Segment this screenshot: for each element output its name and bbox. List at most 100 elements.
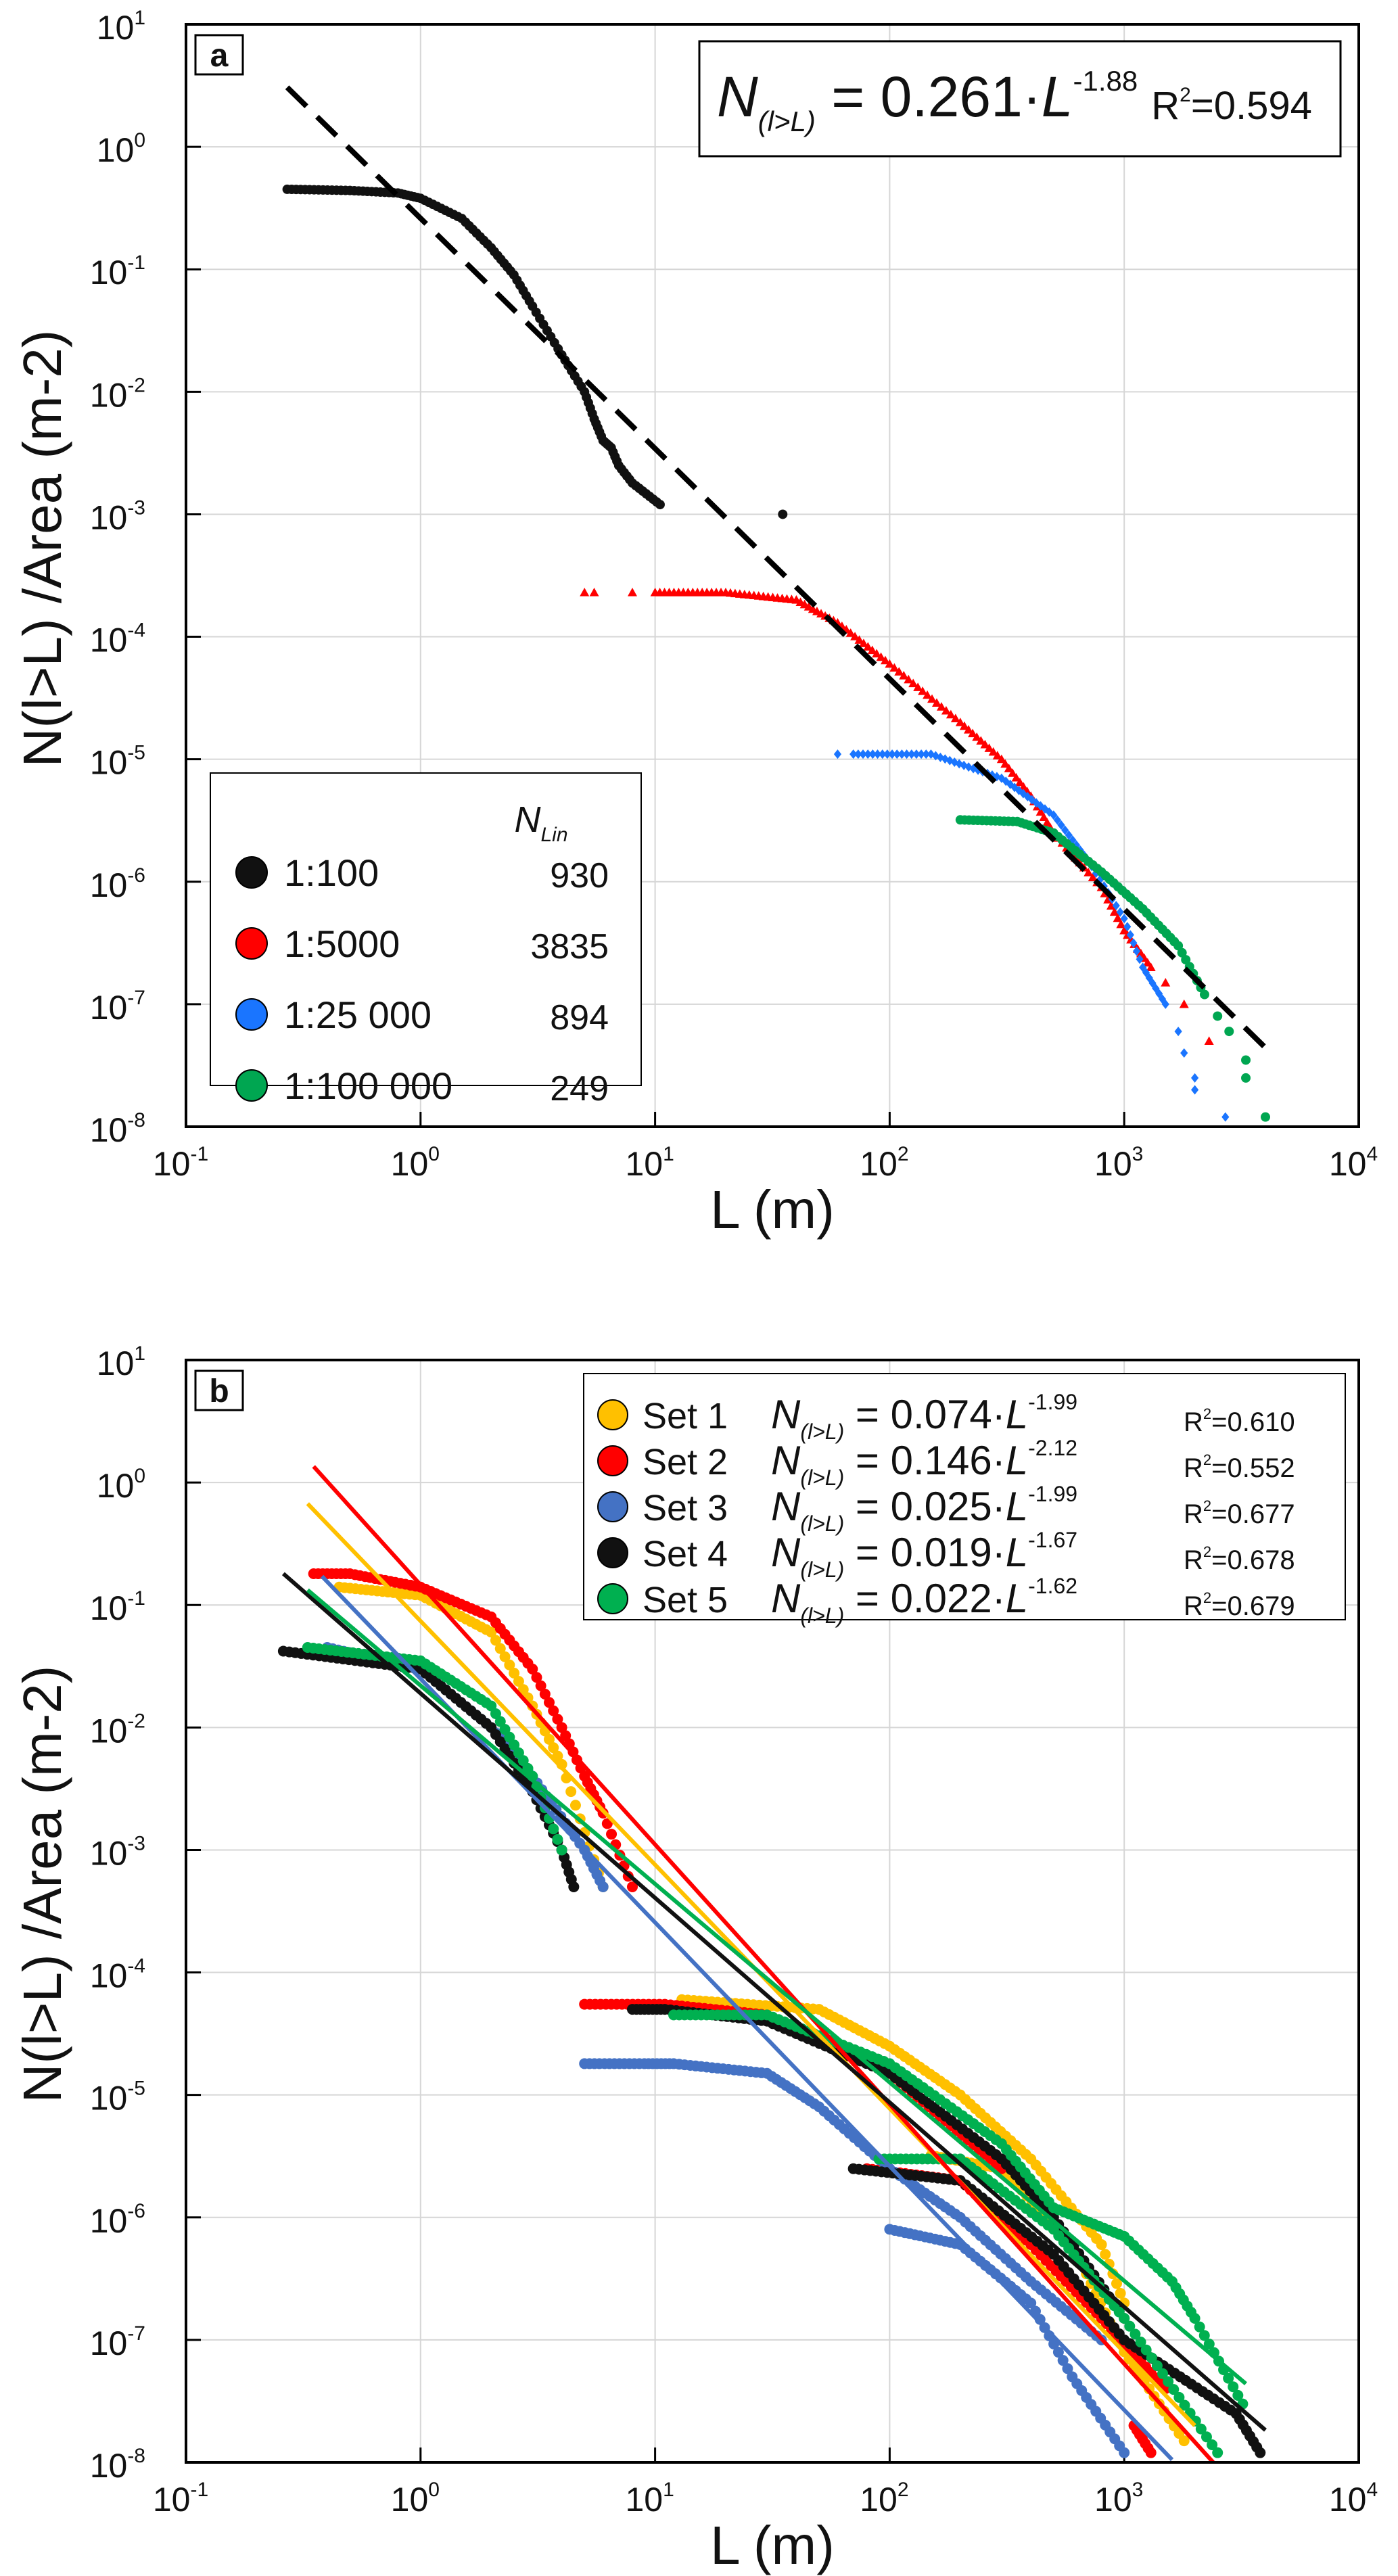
y-tick-label: 10-1 <box>90 1587 145 1627</box>
r2-value: =0.594 <box>1191 84 1312 128</box>
legend-equation: N(l>L) = 0.025·L-1.99 <box>771 1482 1077 1536</box>
y-tick-base: 10 <box>90 2324 128 2362</box>
y-tick-exp: -3 <box>127 496 145 519</box>
legend-label: 1:100 <box>284 851 379 894</box>
y-tick-base: 10 <box>97 1467 135 1505</box>
y-tick-label: 10-5 <box>90 742 145 782</box>
data-point <box>964 762 973 772</box>
r2-sup: 2 <box>1203 1543 1211 1560</box>
data-point <box>854 749 862 759</box>
data-point <box>879 749 887 759</box>
legend-label: 1:5000 <box>284 922 400 965</box>
data-point <box>1050 810 1058 820</box>
y-tick-exp: 0 <box>134 1465 145 1487</box>
eq-sub: (l>L) <box>800 1466 844 1490</box>
y-tick-exp: -2 <box>127 374 145 396</box>
data-point <box>1168 2384 1180 2395</box>
eq-exp: -1.99 <box>1028 1390 1077 1414</box>
data-point <box>1106 901 1116 910</box>
eq-l: L <box>1006 1392 1028 1437</box>
data-point <box>876 652 886 661</box>
data-point <box>504 1659 515 1670</box>
data-point <box>1111 2278 1122 2289</box>
data-point <box>1129 2328 1141 2340</box>
data-point <box>1180 1048 1188 1058</box>
data-point <box>984 743 994 752</box>
data-point <box>917 749 925 759</box>
eq-exp: -1.99 <box>1028 1482 1077 1506</box>
eq-mid: = 0.019· <box>844 1530 1006 1575</box>
y-tick-base: 10 <box>90 1957 128 1995</box>
data-point <box>1057 820 1065 830</box>
eq-l: L <box>1006 1484 1028 1529</box>
plot-frame <box>185 23 1360 1128</box>
data-point <box>606 1829 618 1840</box>
data-point <box>527 1663 538 1675</box>
data-point <box>955 718 965 726</box>
data-point <box>499 1651 511 1662</box>
data-point <box>1190 1085 1199 1095</box>
eq-n: N <box>771 1438 801 1483</box>
eq-exp: -1.62 <box>1028 1574 1077 1598</box>
data-point <box>1039 812 1049 821</box>
legend-equation: N(l>L) = 0.019·L-1.67 <box>771 1528 1077 1582</box>
data-point <box>858 638 868 647</box>
y-tick-base: 10 <box>90 498 128 536</box>
data-point <box>1023 791 1031 801</box>
data-point <box>1145 2447 1157 2458</box>
y-tick-label: 100 <box>97 129 145 169</box>
data-point <box>1123 922 1132 932</box>
eq-n: N <box>771 1392 801 1437</box>
legend-header-n: N <box>514 799 541 840</box>
data-point <box>504 1731 515 1743</box>
y-tick-label: 10-2 <box>90 1710 145 1750</box>
legend-label: Set 5 <box>643 1580 728 1620</box>
y-tick-label: 10-6 <box>90 864 145 904</box>
data-point <box>864 749 872 759</box>
legend-box <box>210 772 642 1086</box>
data-point <box>1019 782 1029 791</box>
data-point <box>513 1676 524 1687</box>
data-point <box>976 736 986 745</box>
series-1-100-000 <box>955 815 1270 1122</box>
y-tick-exp: -7 <box>127 987 145 1009</box>
data-point <box>1002 776 1010 787</box>
x-tick-exp: 3 <box>1132 1143 1144 1165</box>
y-tick-exp: -1 <box>127 252 145 274</box>
data-point <box>867 645 877 655</box>
data-point <box>1069 835 1077 845</box>
data-point <box>992 751 1002 759</box>
y-tick-label: 10-7 <box>90 987 145 1027</box>
y-tick-exp: 0 <box>134 129 145 151</box>
data-point <box>1135 2337 1146 2348</box>
y-tick-label: 10-4 <box>90 619 145 659</box>
fit-line-set-4 <box>281 1572 1267 2432</box>
x-tick-base: 10 <box>391 2481 429 2519</box>
data-point <box>1116 907 1124 917</box>
data-point <box>1194 2321 1205 2333</box>
data-point <box>1000 759 1010 768</box>
x-tick-base: 10 <box>860 1145 898 1183</box>
data-point <box>923 690 933 699</box>
y-tick-exp: 1 <box>134 7 145 29</box>
data-point <box>996 754 1006 764</box>
y-tick-label: 10-5 <box>90 2078 145 2117</box>
fit-line-set-2 <box>312 1465 1215 2462</box>
y-tick-label: 10-3 <box>90 1832 145 1872</box>
x-tick-label: 104 <box>1329 2479 1378 2519</box>
x-tick-exp: 4 <box>1366 2479 1378 2501</box>
x-tick-label: 104 <box>1329 1143 1378 1183</box>
data-point <box>908 749 916 759</box>
r2-sup: 2 <box>1203 1497 1211 1514</box>
x-tick-label: 10-1 <box>153 1143 208 1183</box>
r2-value: =0.552 <box>1211 1453 1295 1483</box>
legend-marker <box>235 856 268 889</box>
x-tick-exp: 0 <box>428 1143 440 1165</box>
data-point <box>1223 2372 1234 2384</box>
y-tick-base: 10 <box>90 989 128 1027</box>
y-tick-exp: -4 <box>127 619 145 642</box>
data-point <box>1146 962 1156 971</box>
data-point <box>893 749 901 759</box>
x-tick-exp: 1 <box>663 1143 674 1165</box>
data-point <box>908 678 918 688</box>
